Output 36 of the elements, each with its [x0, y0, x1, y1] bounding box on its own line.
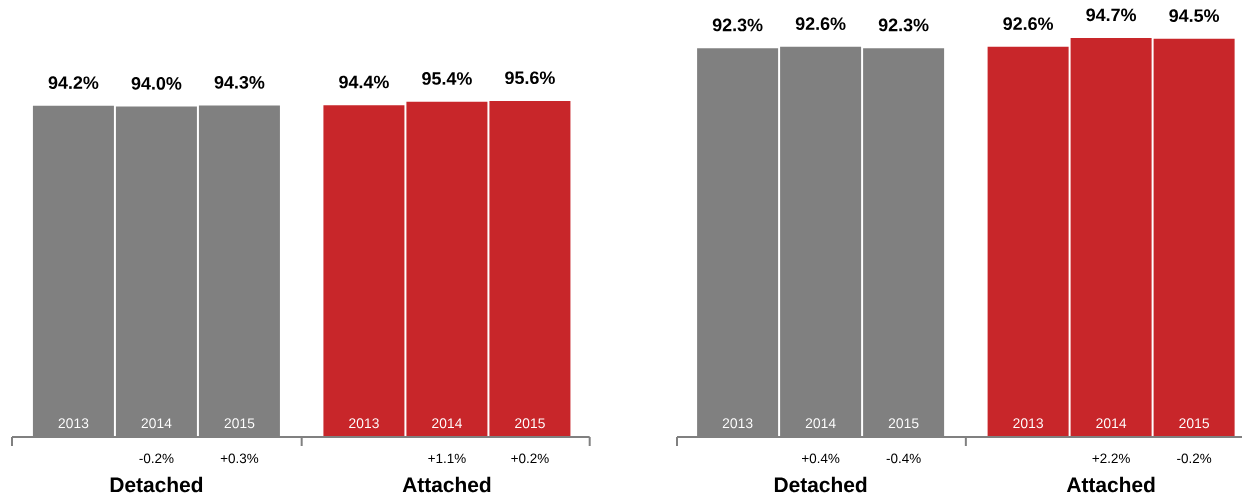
data-label: 94.5% [1169, 9, 1220, 23]
x-tick-label: 2014 [805, 418, 836, 429]
x-tick-label: 2015 [224, 418, 255, 429]
text: +1.1% [428, 453, 466, 464]
data-label: 95.6% [505, 71, 555, 85]
text: +0.2% [511, 453, 549, 464]
text: -0.2% [139, 453, 174, 464]
data-label: 92.3% [712, 18, 763, 32]
text: Attached [1066, 476, 1155, 493]
x-tick-label: 2013 [722, 418, 753, 429]
data-label: 92.6% [795, 17, 846, 31]
x-tick-label: 2015 [515, 418, 545, 429]
x-tick-label: 2014 [141, 418, 172, 429]
data-label: 94.2% [48, 76, 99, 90]
text: Detached [110, 476, 203, 493]
data-label: 94.7% [1086, 8, 1137, 22]
text: -0.2% [1177, 453, 1212, 464]
text: +0.3% [220, 453, 259, 464]
x-tick-label: 2013 [349, 418, 379, 429]
x-tick-label: 2013 [58, 418, 89, 429]
data-label: 94.4% [339, 75, 389, 89]
data-label: 95.4% [422, 72, 472, 85]
data-label: 94.0% [131, 77, 182, 90]
x-tick-label: 2014 [432, 418, 463, 429]
text: Attached [402, 476, 491, 493]
x-tick-label: 2013 [1013, 418, 1043, 429]
x-tick-label: 2014 [1096, 418, 1127, 429]
text: -0.4% [886, 453, 921, 464]
data-label: 92.6% [1003, 17, 1054, 31]
data-label: 94.3% [214, 75, 265, 89]
x-tick-label: 2015 [888, 418, 919, 429]
text: Detached [774, 476, 867, 493]
data-label: 92.3% [878, 18, 929, 32]
text: +2.2% [1092, 453, 1130, 464]
x-tick-label: 2015 [1179, 418, 1210, 429]
text: +0.4% [802, 453, 840, 464]
